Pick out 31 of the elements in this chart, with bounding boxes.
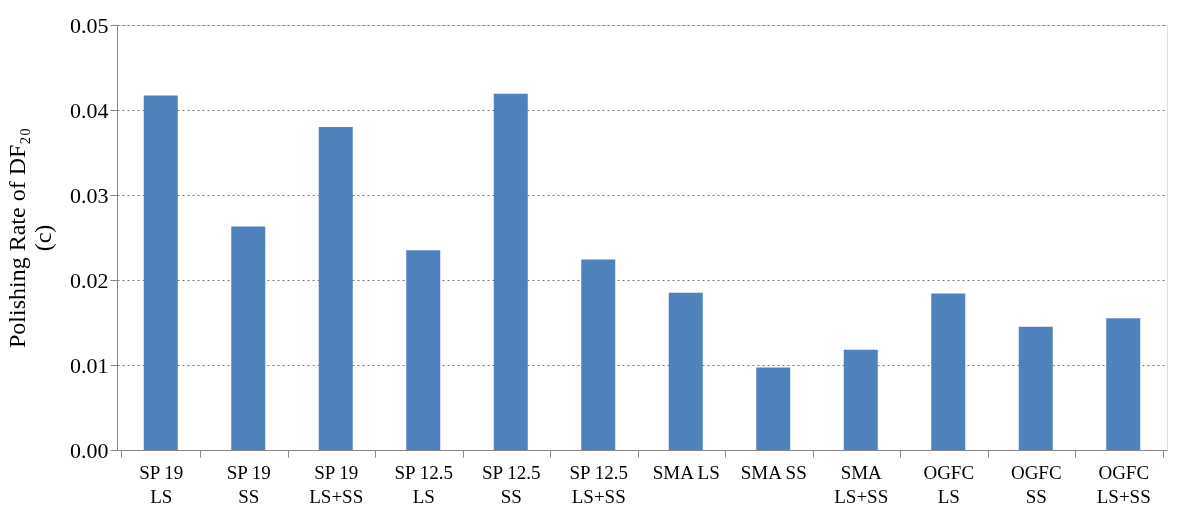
x-tick-label: OGFC LS+SS (1096, 461, 1151, 507)
x-tick-label: SMA LS+SS (834, 461, 889, 507)
bar (668, 292, 703, 450)
x-tick-label: SP 12.5 LS (394, 461, 453, 507)
bar (406, 250, 441, 450)
y-axis-title: Polishing Rate of DF₂₀ (c) (4, 127, 56, 349)
y-tick-label: 0.01 (70, 352, 109, 378)
bar (756, 367, 791, 450)
x-tick-label: SP 12.5 LS+SS (569, 461, 628, 507)
x-tick-label: SP 12.5 SS (482, 461, 541, 507)
x-tick-label: SP 19 LS+SS (309, 461, 364, 507)
x-tick-label: SMA LS (652, 461, 720, 483)
y-tick-label: 0.02 (70, 267, 109, 293)
x-tick-label: OGFC SS (1010, 461, 1062, 507)
x-tick-label: SMA SS (740, 461, 807, 483)
bar (318, 127, 353, 450)
x-tick-label: SP 19 LS (139, 461, 184, 507)
bar (581, 259, 616, 450)
y-tick-label: 0.04 (70, 97, 109, 123)
x-tick-label: SP 19 SS (226, 461, 271, 507)
bar (931, 293, 966, 450)
bar (1106, 318, 1141, 450)
bar (231, 226, 266, 450)
bar (143, 95, 178, 450)
bar (493, 93, 528, 450)
bar (843, 349, 878, 450)
y-tick-label: 0.05 (70, 12, 109, 38)
y-tick-label: 0.03 (70, 182, 109, 208)
y-tick-label: 0.00 (70, 437, 109, 463)
x-tick-label: OGFC LS (923, 461, 975, 507)
bar (1018, 326, 1053, 450)
